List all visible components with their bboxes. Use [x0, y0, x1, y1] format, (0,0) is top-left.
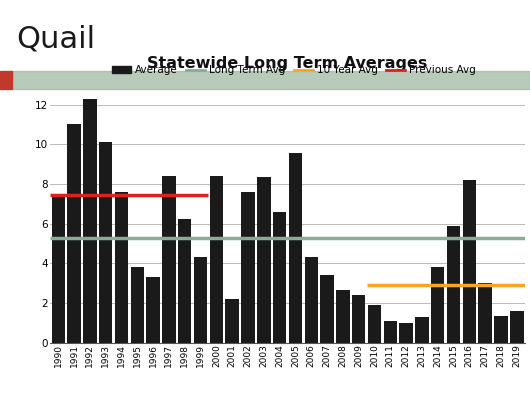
Title: Statewide Long Term Averages: Statewide Long Term Averages — [147, 56, 428, 71]
Bar — [162, 176, 175, 343]
Bar — [400, 323, 413, 343]
Bar — [289, 153, 302, 343]
Bar — [273, 212, 286, 343]
Bar — [257, 177, 270, 343]
Bar — [336, 290, 350, 343]
Bar — [99, 142, 112, 343]
Bar — [368, 305, 381, 343]
Bar — [384, 321, 397, 343]
Bar — [51, 196, 65, 343]
Bar — [415, 317, 429, 343]
Bar — [83, 98, 96, 343]
Bar — [130, 267, 144, 343]
Bar — [225, 299, 239, 343]
Bar — [447, 226, 460, 343]
Bar — [463, 180, 476, 343]
Bar — [178, 219, 191, 343]
Bar — [352, 295, 365, 343]
Bar — [115, 192, 128, 343]
Bar — [305, 257, 318, 343]
Bar — [146, 277, 160, 343]
Bar — [479, 283, 492, 343]
Bar — [194, 257, 207, 343]
Bar — [320, 275, 334, 343]
Text: Quail: Quail — [16, 25, 95, 54]
Bar — [0, 71, 12, 89]
Bar — [510, 311, 524, 343]
Bar — [241, 192, 255, 343]
Bar — [494, 316, 508, 343]
Bar — [210, 176, 223, 343]
Bar — [431, 267, 445, 343]
Bar — [67, 125, 81, 343]
Legend: Average, Long Term Avg, 10 Year Avg, Previous Avg: Average, Long Term Avg, 10 Year Avg, Pre… — [112, 65, 476, 75]
